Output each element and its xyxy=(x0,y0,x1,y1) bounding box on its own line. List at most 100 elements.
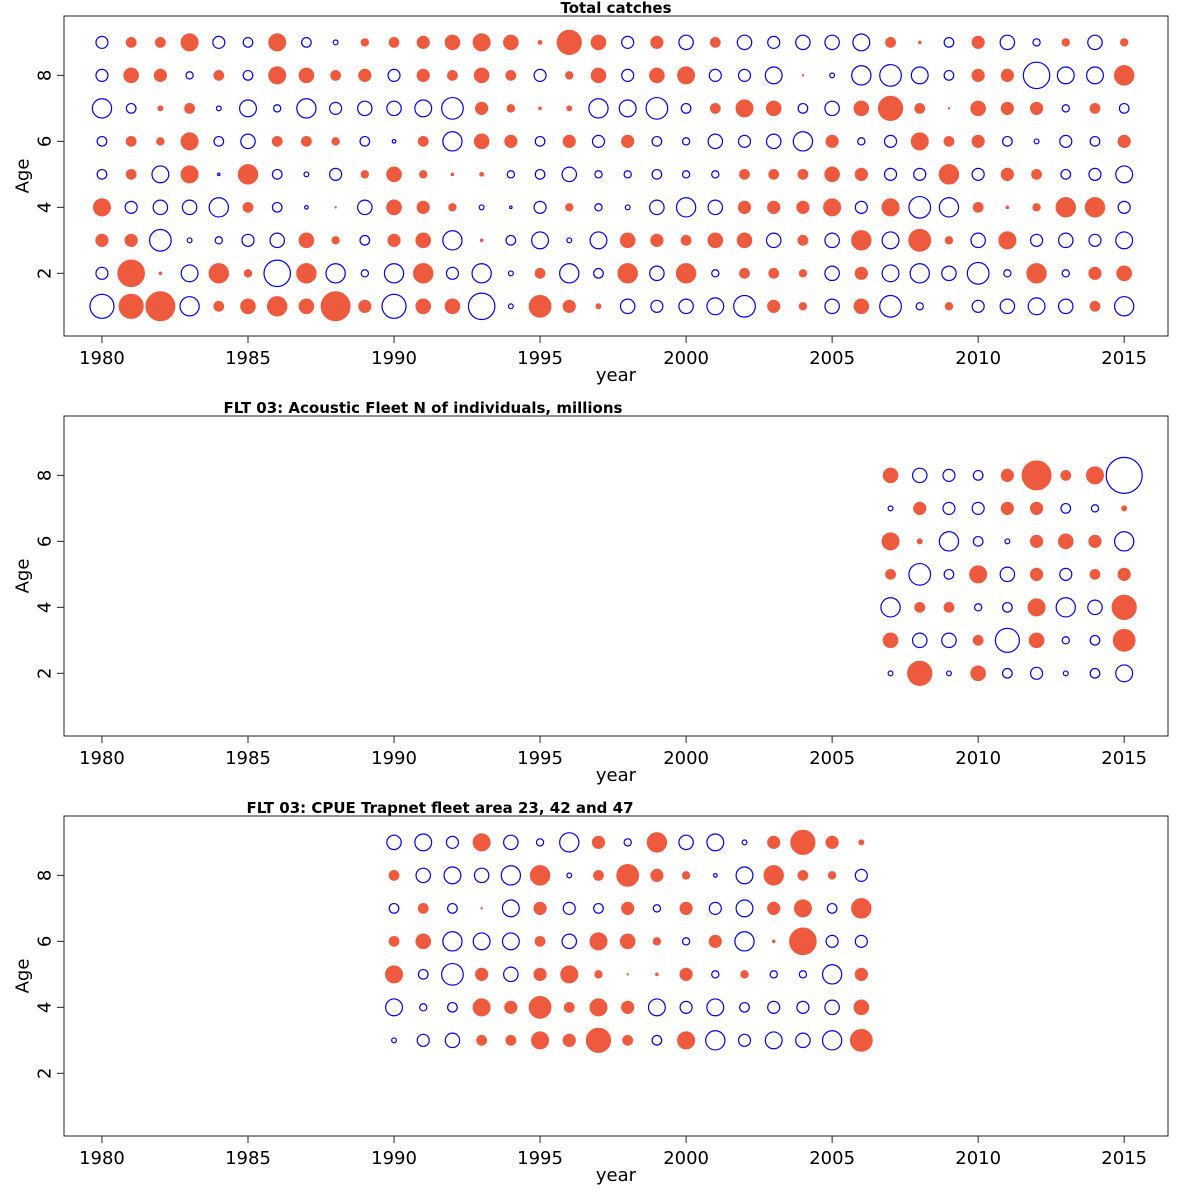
bubble-positive xyxy=(334,206,337,209)
bubble-negative xyxy=(591,134,606,148)
bubble-positive xyxy=(679,967,693,981)
bubble-negative xyxy=(1059,567,1073,581)
bubble-positive xyxy=(533,967,547,981)
bubble-negative xyxy=(443,866,462,885)
bubble-positive xyxy=(504,1000,518,1014)
bubble-negative xyxy=(908,195,932,219)
bubble-positive xyxy=(416,200,430,214)
bubble-positive xyxy=(854,967,868,981)
bubble-chart-3: FLT 03: CPUE Trapnet fleet area 23, 42 a… xyxy=(12,800,1169,1186)
bubble-positive xyxy=(649,67,665,84)
bubble-positive xyxy=(824,166,840,183)
bubble-negative xyxy=(215,105,222,112)
bubble-positive xyxy=(825,134,839,148)
bubble-positive xyxy=(907,660,933,686)
bubble-negative xyxy=(1061,636,1070,645)
bubble-negative xyxy=(1061,269,1070,278)
bubble-negative xyxy=(534,135,546,147)
bubble-negative xyxy=(445,266,460,280)
bubble-negative xyxy=(881,264,900,283)
bubble-positive xyxy=(267,296,288,317)
bubble-negative xyxy=(1089,135,1101,147)
bubble-positive xyxy=(268,66,287,85)
bubble-positive xyxy=(739,267,750,279)
bubble-positive xyxy=(1026,263,1047,284)
bubble-positive xyxy=(556,29,582,55)
y-tick-label: 6 xyxy=(34,936,55,947)
y-tick-label: 2 xyxy=(34,1068,55,1079)
bubble-negative xyxy=(824,100,840,117)
bubble-positive xyxy=(1088,534,1102,548)
bubble-negative xyxy=(1029,233,1044,247)
bubble-negative xyxy=(938,197,960,218)
bubble-negative xyxy=(943,69,955,81)
bubble-negative xyxy=(1115,231,1134,250)
bubble-positive xyxy=(970,100,986,117)
bubble-positive xyxy=(1113,65,1135,86)
bubble-negative xyxy=(359,135,371,147)
bubble-positive xyxy=(360,38,370,47)
bubble-negative xyxy=(185,71,194,80)
bubble-negative xyxy=(467,292,496,321)
bubble-positive xyxy=(1029,567,1044,581)
bubble-negative xyxy=(359,234,371,246)
bubble-negative xyxy=(945,670,952,677)
bubble-negative xyxy=(594,170,603,179)
bubble-positive xyxy=(913,501,927,515)
bubble-positive xyxy=(679,901,693,915)
bubble-negative xyxy=(887,505,894,512)
bubble-positive xyxy=(1028,632,1045,649)
bubble-negative xyxy=(824,265,840,282)
bubble-negative xyxy=(829,72,836,79)
bubble-negative xyxy=(535,838,545,847)
bubble-negative xyxy=(681,137,691,146)
bubble-negative xyxy=(329,167,343,181)
bubble-negative xyxy=(797,102,809,114)
bubble-positive xyxy=(789,927,817,956)
bubble-negative xyxy=(473,867,490,884)
bubble-positive xyxy=(123,67,139,84)
bubble-positive xyxy=(448,203,457,212)
bubble-negative xyxy=(971,167,985,181)
bubble-positive xyxy=(298,67,315,84)
bubble-negative xyxy=(796,1000,810,1014)
bubble-positive xyxy=(793,899,812,918)
bubble-positive xyxy=(240,298,256,315)
bubble-positive xyxy=(475,967,489,981)
chart-title: Total catches xyxy=(560,0,671,17)
bubble-negative xyxy=(1057,232,1074,249)
bubble-positive xyxy=(680,234,692,246)
bubble-negative xyxy=(95,266,109,280)
bubble-positive xyxy=(914,601,926,613)
bubble-negative xyxy=(619,298,636,315)
bubble-negative xyxy=(447,1001,458,1013)
bubble-positive xyxy=(790,829,816,855)
bubble-positive xyxy=(767,200,781,214)
bubble-negative xyxy=(943,568,955,580)
x-tick-label: 1995 xyxy=(517,748,563,769)
bubble-negative xyxy=(216,172,221,177)
y-tick-label: 6 xyxy=(34,136,55,147)
bubble-positive xyxy=(827,871,837,880)
bubble-negative xyxy=(241,233,255,247)
bubble-positive xyxy=(117,259,145,288)
bubble-negative xyxy=(89,293,115,319)
bubble-positive xyxy=(531,1031,550,1050)
bubble-negative xyxy=(711,970,720,979)
bubble-negative xyxy=(1029,666,1044,680)
bubble-positive xyxy=(156,137,165,146)
bubble-negative xyxy=(880,597,901,618)
bubble-negative xyxy=(503,966,519,983)
bubble-positive xyxy=(506,104,516,113)
bubble-negative xyxy=(179,296,200,317)
bubble-negative xyxy=(531,231,550,250)
bubble-negative xyxy=(824,298,840,315)
bubble-chart-2: FLT 03: Acoustic Fleet N of individuals,… xyxy=(12,400,1169,786)
x-tick-label: 1980 xyxy=(79,1148,125,1169)
bubble-negative xyxy=(679,1000,693,1014)
bubble-negative xyxy=(825,934,839,948)
bubble-positive xyxy=(1021,460,1052,491)
bubble-negative xyxy=(733,294,756,318)
bubble-positive xyxy=(563,1001,575,1013)
bubble-negative xyxy=(1117,200,1131,214)
